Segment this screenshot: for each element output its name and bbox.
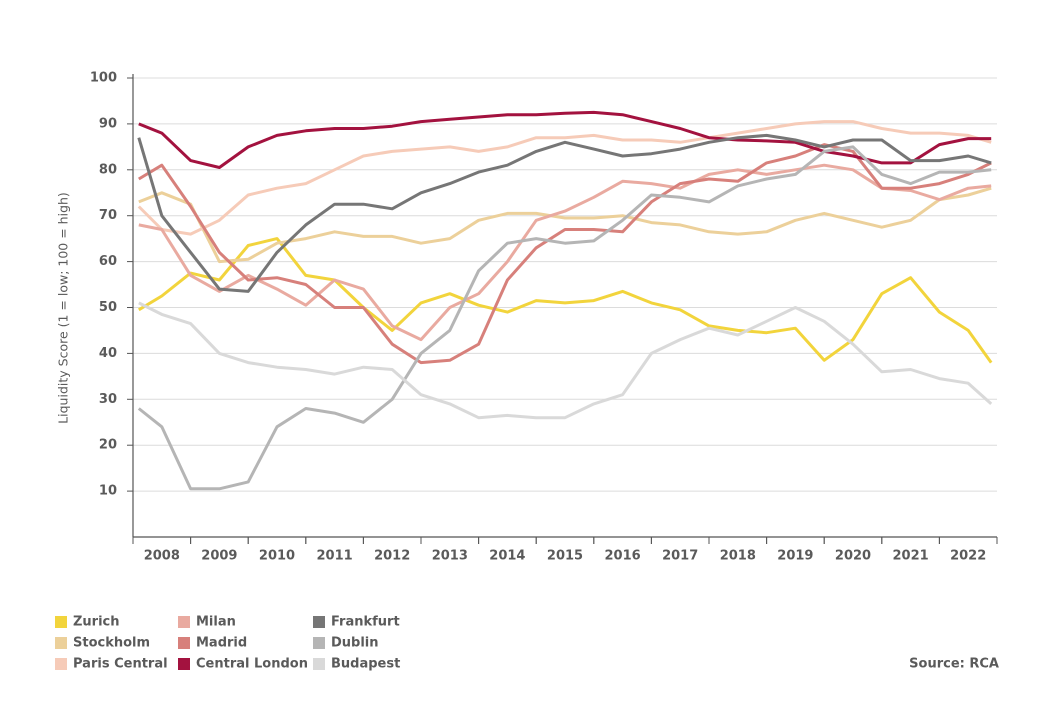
y-tick-label: 20 [99, 438, 117, 453]
legend-swatch [313, 637, 325, 649]
x-tick-label: 2017 [662, 549, 698, 564]
series-line [137, 145, 992, 491]
legend-swatch [178, 658, 190, 670]
y-tick-label: 60 [99, 254, 117, 269]
x-tick-label: 2009 [201, 549, 237, 564]
y-tick-label: 30 [99, 392, 117, 407]
legend-label: Budapest [331, 657, 400, 672]
y-tick-label: 90 [99, 116, 117, 131]
y-tick-label: 100 [90, 71, 117, 86]
x-tick-label: 2012 [374, 549, 410, 564]
y-tick-label: 70 [99, 208, 117, 223]
x-tick-label: 2016 [605, 549, 641, 564]
series-line [137, 133, 992, 293]
x-tick-label: 2011 [317, 549, 353, 564]
series-line [138, 163, 992, 342]
x-tick-label: 2019 [777, 549, 813, 564]
legend-swatch [178, 637, 190, 649]
legend-swatch [55, 616, 67, 628]
y-tick-label: 40 [99, 346, 117, 361]
legend-label: Stockholm [73, 636, 150, 651]
legend-label: Central London [196, 657, 308, 672]
x-tick-label: 2021 [893, 549, 929, 564]
legend-swatch [55, 658, 67, 670]
y-tick-label: 50 [99, 300, 117, 315]
x-tick-label: 2010 [259, 549, 295, 564]
x-tick-label: 2018 [720, 549, 756, 564]
y-axis-label: Liquidity Score (1 = low; 100 = high) [56, 192, 71, 424]
legend-label: Paris Central [73, 657, 168, 672]
source: Source: RCA [909, 657, 999, 672]
legend-label: Zurich [73, 615, 120, 630]
series-line [138, 237, 993, 364]
series-line [138, 143, 992, 365]
x-tick-label: 2008 [144, 549, 180, 564]
y-tick-label: 10 [99, 484, 117, 499]
series-line [138, 110, 992, 169]
legend-swatch [55, 637, 67, 649]
legend-label: Dublin [331, 636, 379, 651]
legend-label: Frankfurt [331, 615, 400, 630]
series-line [138, 301, 993, 420]
x-tick-label: 2015 [547, 549, 583, 564]
legend-swatch [313, 616, 325, 628]
legend-swatch [178, 616, 190, 628]
series-line [138, 186, 992, 264]
x-tick-label: 2014 [489, 549, 525, 564]
legend-label: Madrid [196, 636, 247, 651]
legend-label: Milan [196, 615, 236, 630]
x-tick-label: 2022 [950, 549, 986, 564]
y-tick-label: 80 [99, 162, 117, 177]
series-line [137, 120, 992, 236]
x-tick-label: 2013 [432, 549, 468, 564]
x-tick-label: 2020 [835, 549, 871, 564]
legend-swatch [313, 658, 325, 670]
